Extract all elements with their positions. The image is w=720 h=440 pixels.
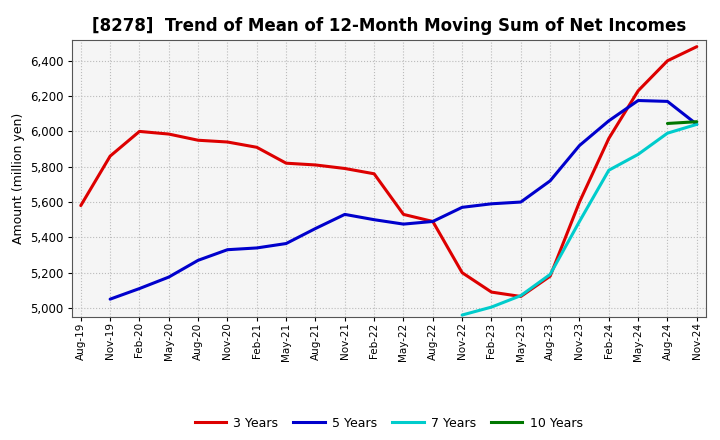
Legend: 3 Years, 5 Years, 7 Years, 10 Years: 3 Years, 5 Years, 7 Years, 10 Years — [189, 412, 588, 435]
Y-axis label: Amount (million yen): Amount (million yen) — [12, 113, 24, 244]
Title: [8278]  Trend of Mean of 12-Month Moving Sum of Net Incomes: [8278] Trend of Mean of 12-Month Moving … — [91, 17, 686, 35]
